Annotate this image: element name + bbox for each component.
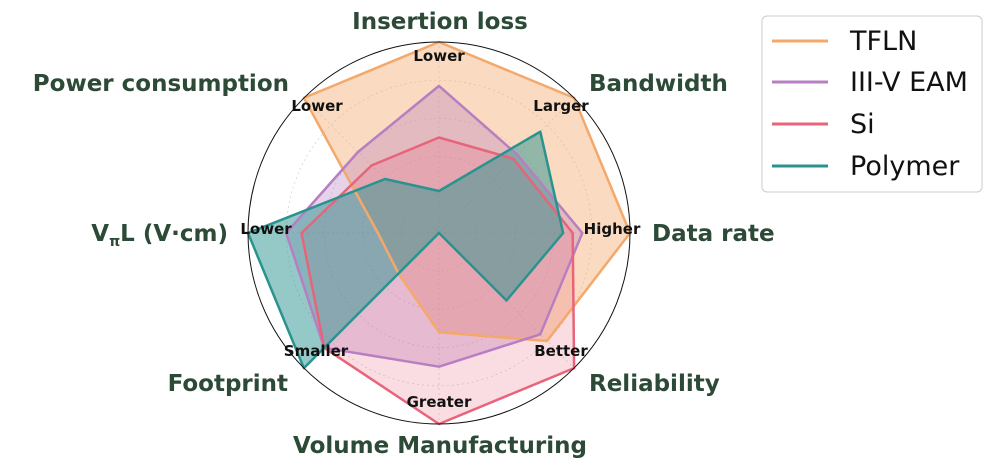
legend: TFLN III-V EAM Si Polymer [761, 15, 983, 193]
level-label-data-rate: Higher [584, 220, 641, 238]
radar-outer-ring [247, 41, 631, 425]
level-label-insertion-loss: Lower [413, 47, 465, 65]
level-label-bandwidth: Larger [533, 97, 589, 115]
axis-title-bandwidth: Bandwidth [589, 71, 728, 97]
grid-circle [285, 79, 593, 387]
legend-label-si: Si [850, 109, 875, 140]
series-line-polymer [246, 130, 565, 370]
axis-title-vpil-rest: L (V·cm) [120, 221, 228, 247]
radar-series [246, 40, 632, 426]
series-line-iii-v-eam [284, 84, 584, 368]
axis-title-footprint: Footprint [168, 371, 288, 397]
axis-title-vpil-main: V [91, 221, 109, 247]
series-line-tfln [302, 40, 632, 343]
legend-label-tfln: TFLN [849, 26, 917, 57]
legend-label-polymer: Polymer [850, 151, 960, 182]
axis-title-insertion-loss: Insertion loss [352, 9, 528, 35]
axis-title-power-consumption: Power consumption [33, 71, 289, 97]
legend-label-iii-v-eam: III-V EAM [850, 67, 968, 98]
level-label-power-consumption: Lower [291, 97, 343, 115]
level-label-reliability: Better [534, 342, 588, 360]
level-label-volume-manufacturing: Greater [407, 393, 472, 411]
axis-title-reliability: Reliability [589, 371, 720, 397]
axis-title-vpil: VπL (V·cm) [91, 221, 228, 250]
axis-title-volume-manufacturing: Volume Manufacturing [293, 433, 587, 459]
level-label-footprint: Smaller [284, 342, 349, 360]
axis-title-data-rate: Data rate [652, 221, 775, 247]
axis-title-vpil-sub: π [109, 234, 120, 250]
level-label-vpil: Lower [240, 220, 292, 238]
series-area-polymer [248, 131, 564, 369]
legend-box [761, 15, 983, 193]
